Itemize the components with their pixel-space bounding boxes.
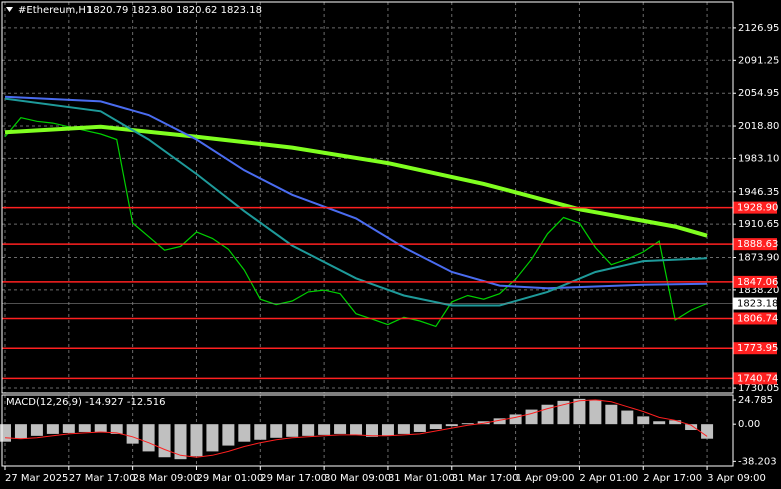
level-box bbox=[733, 312, 777, 325]
x-tick-label: 2 Apr 01:00 bbox=[579, 473, 638, 484]
macd-bar bbox=[557, 400, 570, 425]
x-tick-label: 1 Apr 09:00 bbox=[516, 473, 575, 484]
macd-bar bbox=[621, 410, 634, 425]
x-tick-label: 31 Mar 17:00 bbox=[452, 473, 519, 484]
x-tick-label: 29 Mar 01:00 bbox=[196, 473, 263, 484]
y-tick-label: 1838.20 bbox=[738, 285, 779, 296]
y-tick-label: 1873.90 bbox=[738, 253, 779, 264]
x-tick-label: 30 Mar 09:00 bbox=[324, 473, 391, 484]
macd-bar bbox=[334, 424, 347, 434]
level-label: 1740.74 bbox=[737, 373, 778, 384]
macd-bar bbox=[158, 424, 171, 458]
macd-bar bbox=[637, 416, 650, 425]
y-tick-label: 1910.65 bbox=[738, 219, 779, 230]
level-label: 1888.63 bbox=[737, 239, 778, 250]
macd-bar bbox=[78, 424, 91, 432]
macd-bar bbox=[62, 424, 75, 433]
macd-bar bbox=[126, 424, 139, 444]
panel-frame bbox=[1, 1, 734, 394]
level-box bbox=[733, 372, 777, 385]
menu-arrow bbox=[6, 7, 13, 12]
macd-bar bbox=[286, 424, 299, 437]
macd-bar bbox=[30, 424, 43, 436]
level-box bbox=[733, 201, 777, 214]
level-box bbox=[733, 238, 777, 251]
chart-subtitle: 1820.79 1823.80 1820.62 1823.18 bbox=[87, 5, 262, 16]
level-label: 1847.06 bbox=[737, 277, 778, 288]
x-tick-label: 28 Mar 09:00 bbox=[133, 473, 200, 484]
x-tick-label: 27 Mar 17:00 bbox=[69, 473, 136, 484]
macd-bar bbox=[14, 424, 27, 439]
macd-bar bbox=[270, 424, 283, 438]
macd-bar bbox=[445, 424, 458, 427]
macd-bar bbox=[397, 424, 410, 434]
signal-line bbox=[4, 399, 708, 458]
moving-average bbox=[4, 97, 708, 307]
y-tick-label: 0.00 bbox=[738, 419, 760, 430]
y-tick-label: 2091.25 bbox=[738, 55, 779, 66]
level-label: 1928.90 bbox=[737, 203, 778, 214]
macd-bar bbox=[589, 399, 602, 425]
y-tick-label: 1983.10 bbox=[738, 153, 779, 164]
macd-bar bbox=[509, 414, 522, 425]
macd-bar bbox=[46, 424, 59, 434]
macd-bar bbox=[254, 424, 267, 440]
macd-bar bbox=[701, 424, 714, 439]
y-tick-label: -38.203 bbox=[738, 456, 777, 467]
macd-bar bbox=[318, 424, 331, 435]
x-tick-label: 3 Apr 09:00 bbox=[707, 473, 766, 484]
last-price-label: 1823.18 bbox=[737, 299, 778, 310]
panel-frame bbox=[1, 394, 734, 467]
macd-bar bbox=[525, 409, 538, 425]
macd-bar bbox=[429, 424, 442, 430]
x-tick-label: 29 Mar 17:00 bbox=[260, 473, 327, 484]
y-tick-label: 2018.80 bbox=[738, 121, 779, 132]
y-tick-label: 1946.35 bbox=[738, 187, 779, 198]
macd-bar bbox=[174, 424, 187, 460]
macd-bar bbox=[238, 424, 251, 442]
price-line bbox=[4, 117, 708, 328]
macd-bar bbox=[0, 424, 11, 442]
macd-bar bbox=[685, 424, 698, 431]
level-box bbox=[733, 275, 777, 288]
macd-bar bbox=[94, 424, 107, 432]
macd-bar bbox=[350, 424, 363, 435]
macd-bar bbox=[605, 404, 618, 425]
level-box bbox=[733, 342, 777, 355]
moving-average bbox=[4, 95, 708, 290]
last-price-box bbox=[733, 297, 777, 310]
y-tick-label: 2054.95 bbox=[738, 88, 779, 99]
macd-bar bbox=[365, 424, 378, 437]
macd-bar bbox=[653, 421, 666, 425]
macd-bar bbox=[413, 424, 426, 432]
macd-bar bbox=[302, 424, 315, 436]
x-tick-label: 2 Apr 17:00 bbox=[643, 473, 702, 484]
x-tick-label: 31 Mar 01:00 bbox=[388, 473, 455, 484]
macd-bar bbox=[110, 424, 123, 434]
level-label: 1806.74 bbox=[737, 313, 778, 324]
macd-bar bbox=[222, 424, 235, 446]
macd-bar bbox=[142, 424, 155, 452]
x-tick-label: 27 Mar 2025 bbox=[5, 473, 68, 484]
indicator-title: MACD(12,26,9) -14.927 -12.516 bbox=[6, 397, 166, 408]
y-tick-label: 2126.95 bbox=[738, 23, 779, 34]
macd-bar bbox=[573, 398, 586, 425]
macd-bar bbox=[461, 423, 474, 425]
y-tick-label: 24.785 bbox=[738, 395, 773, 406]
y-tick-label: 1730.05 bbox=[738, 383, 779, 394]
level-label: 1773.95 bbox=[737, 343, 778, 354]
macd-bar bbox=[493, 418, 506, 425]
macd-bar bbox=[190, 424, 203, 457]
macd-bar bbox=[669, 420, 682, 425]
chart-title: #Ethereum,H1 bbox=[18, 5, 92, 16]
macd-bar bbox=[206, 424, 219, 452]
macd-bar bbox=[381, 424, 394, 436]
